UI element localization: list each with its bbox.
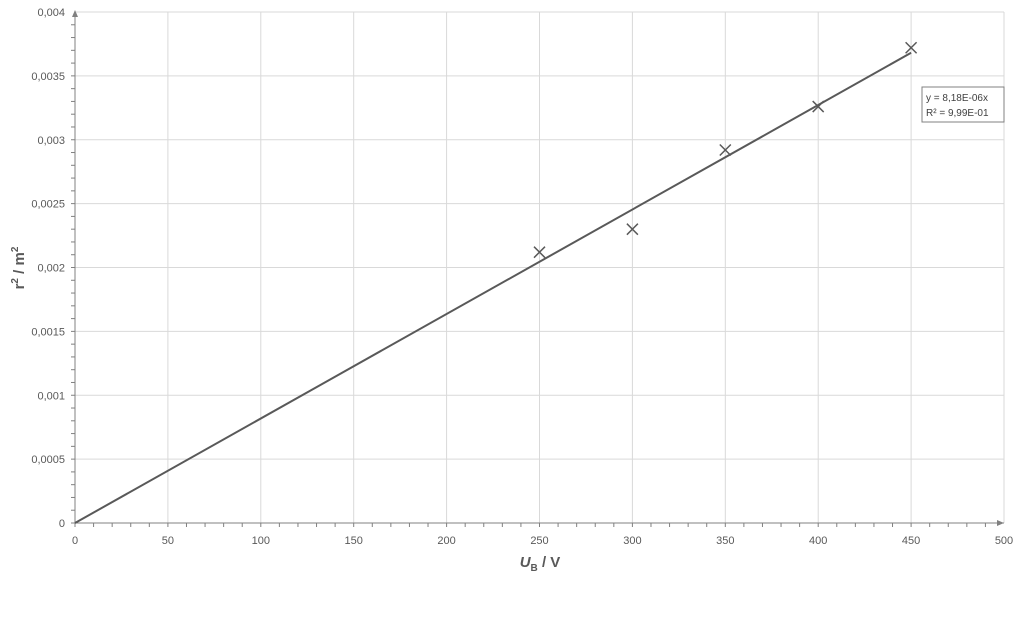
- equation-line2: R² = 9,99E-01: [926, 108, 989, 119]
- equation-box-border: [921, 86, 1005, 123]
- axes: [71, 10, 1004, 527]
- data-point-stroke: [905, 41, 918, 54]
- y-tick-label: 0,0005: [31, 454, 65, 466]
- data-point: [812, 100, 825, 113]
- trendline: [74, 51, 912, 524]
- y-axis-arrow: [72, 10, 78, 17]
- x-tick-label: 250: [530, 535, 548, 547]
- x-tick-label: 0: [72, 535, 78, 547]
- y-tick-label: 0,0025: [31, 199, 65, 211]
- y-tick-label: 0,002: [37, 263, 65, 275]
- y-axis-title: r2 / m2: [10, 246, 28, 289]
- grid: [75, 11, 1005, 523]
- x-axis-title-main: U: [520, 554, 532, 571]
- y-axis-title-main: r: [11, 283, 28, 289]
- x-tick-label: 400: [809, 535, 827, 547]
- x-tick-label: 350: [716, 535, 734, 547]
- y-axis-title-unit: / m: [11, 252, 28, 278]
- x-tick-labels: 0 50 100 150 200 250 300 350 400 450 500: [72, 535, 1013, 547]
- data-point: [533, 246, 546, 259]
- x-tick-label: 200: [437, 535, 455, 547]
- equation-line1: y = 8,18E-06x: [926, 93, 988, 104]
- data-point-stroke: [812, 100, 825, 113]
- data-point-stroke: [626, 223, 639, 236]
- x-axis-title: UB / V: [520, 554, 561, 574]
- data-point: [719, 143, 732, 157]
- y-tick-label: 0,001: [37, 390, 65, 402]
- x-tick-label: 150: [345, 535, 363, 547]
- y-tick-label: 0,0015: [31, 326, 65, 338]
- data-point: [626, 223, 639, 236]
- data-points: [533, 41, 918, 259]
- y-tick-label: 0,003: [37, 135, 65, 147]
- x-tick-label: 100: [252, 535, 270, 547]
- x-tick-label: 50: [162, 535, 174, 547]
- y-tick-label: 0,0035: [31, 71, 65, 83]
- x-axis-arrow: [997, 520, 1004, 526]
- x-tick-label: 500: [995, 535, 1013, 547]
- data-point-stroke: [719, 143, 732, 157]
- y-tick-label: 0: [59, 518, 65, 530]
- data-point: [905, 41, 918, 54]
- y-axis-title-sup2: 2: [10, 246, 21, 252]
- x-tick-label: 450: [902, 535, 920, 547]
- y-tick-labels: 0 0,0005 0,001 0,0015 0,002 0,0025 0,003 0,0035…: [31, 7, 65, 530]
- x-axis-title-unit: / V: [538, 554, 561, 571]
- trendline-equation-box: y = 8,18E-06x R² = 9,99E-01: [921, 86, 1005, 123]
- y-axis-title-sup1: 2: [10, 278, 21, 284]
- data-point-stroke: [533, 246, 546, 259]
- trendline-group: [74, 51, 912, 524]
- y-tick-label: 0,004: [37, 7, 65, 19]
- x-tick-label: 300: [623, 535, 641, 547]
- x-axis-title-sub: B: [531, 563, 538, 574]
